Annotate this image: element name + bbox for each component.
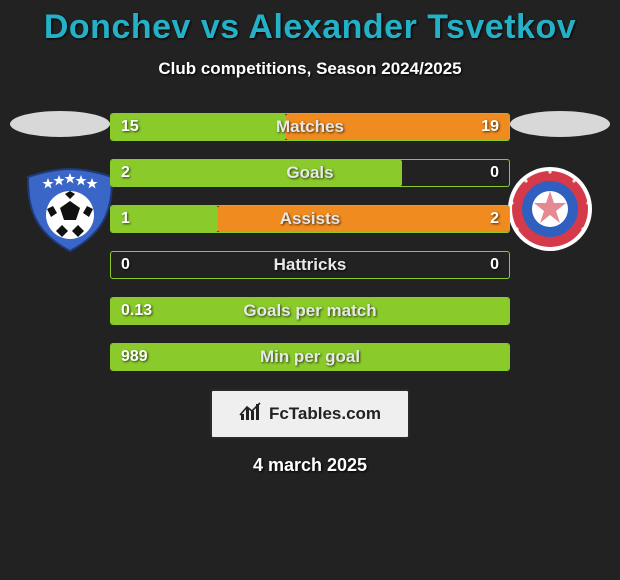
stat-value-left: 0 — [121, 252, 130, 278]
stat-row: Matches15 19 — [110, 113, 510, 141]
stat-label: Goals per match — [111, 298, 509, 324]
stat-label: Matches — [111, 114, 509, 140]
stat-label: Min per goal — [111, 344, 509, 370]
stat-value-left: 989 — [121, 344, 148, 370]
stat-value-right: 19 — [481, 114, 499, 140]
stat-value-left: 15 — [121, 114, 139, 140]
date-text: 4 march 2025 — [0, 455, 620, 476]
stat-label: Goals — [111, 160, 509, 186]
comparison-content: Matches1519Goals20Assists12Hattricks00Go… — [0, 113, 620, 371]
stat-value-right: 2 — [490, 206, 499, 232]
stat-value-left: 2 — [121, 160, 130, 186]
player-left-badge — [20, 165, 120, 253]
stat-value-right: 0 — [490, 252, 499, 278]
stat-value-right: 0 — [490, 160, 499, 186]
player-right-ellipse — [510, 111, 610, 137]
footer-brand-badge: FcTables.com — [210, 389, 410, 439]
stat-value-left: 0.13 — [121, 298, 152, 324]
stat-row: Hattricks0 0 — [110, 251, 510, 279]
stat-bars: Matches1519Goals20Assists12Hattricks00Go… — [110, 113, 510, 371]
stat-row: Assists1 2 — [110, 205, 510, 233]
player-left-ellipse — [10, 111, 110, 137]
page-title: Donchev vs Alexander Tsvetkov — [0, 0, 620, 47]
footer-brand-text: FcTables.com — [269, 404, 381, 424]
stat-row: Goals per match0.13 — [110, 297, 510, 325]
bar-chart-icon — [239, 402, 263, 427]
stat-label: Hattricks — [111, 252, 509, 278]
player-right-badge — [500, 165, 600, 253]
stat-label: Assists — [111, 206, 509, 232]
round-badge-icon — [500, 165, 600, 253]
stat-row: Goals2 0 — [110, 159, 510, 187]
subtitle: Club competitions, Season 2024/2025 — [0, 59, 620, 79]
stat-row: Min per goal989 — [110, 343, 510, 371]
shield-badge-icon — [20, 165, 120, 253]
stat-value-left: 1 — [121, 206, 130, 232]
